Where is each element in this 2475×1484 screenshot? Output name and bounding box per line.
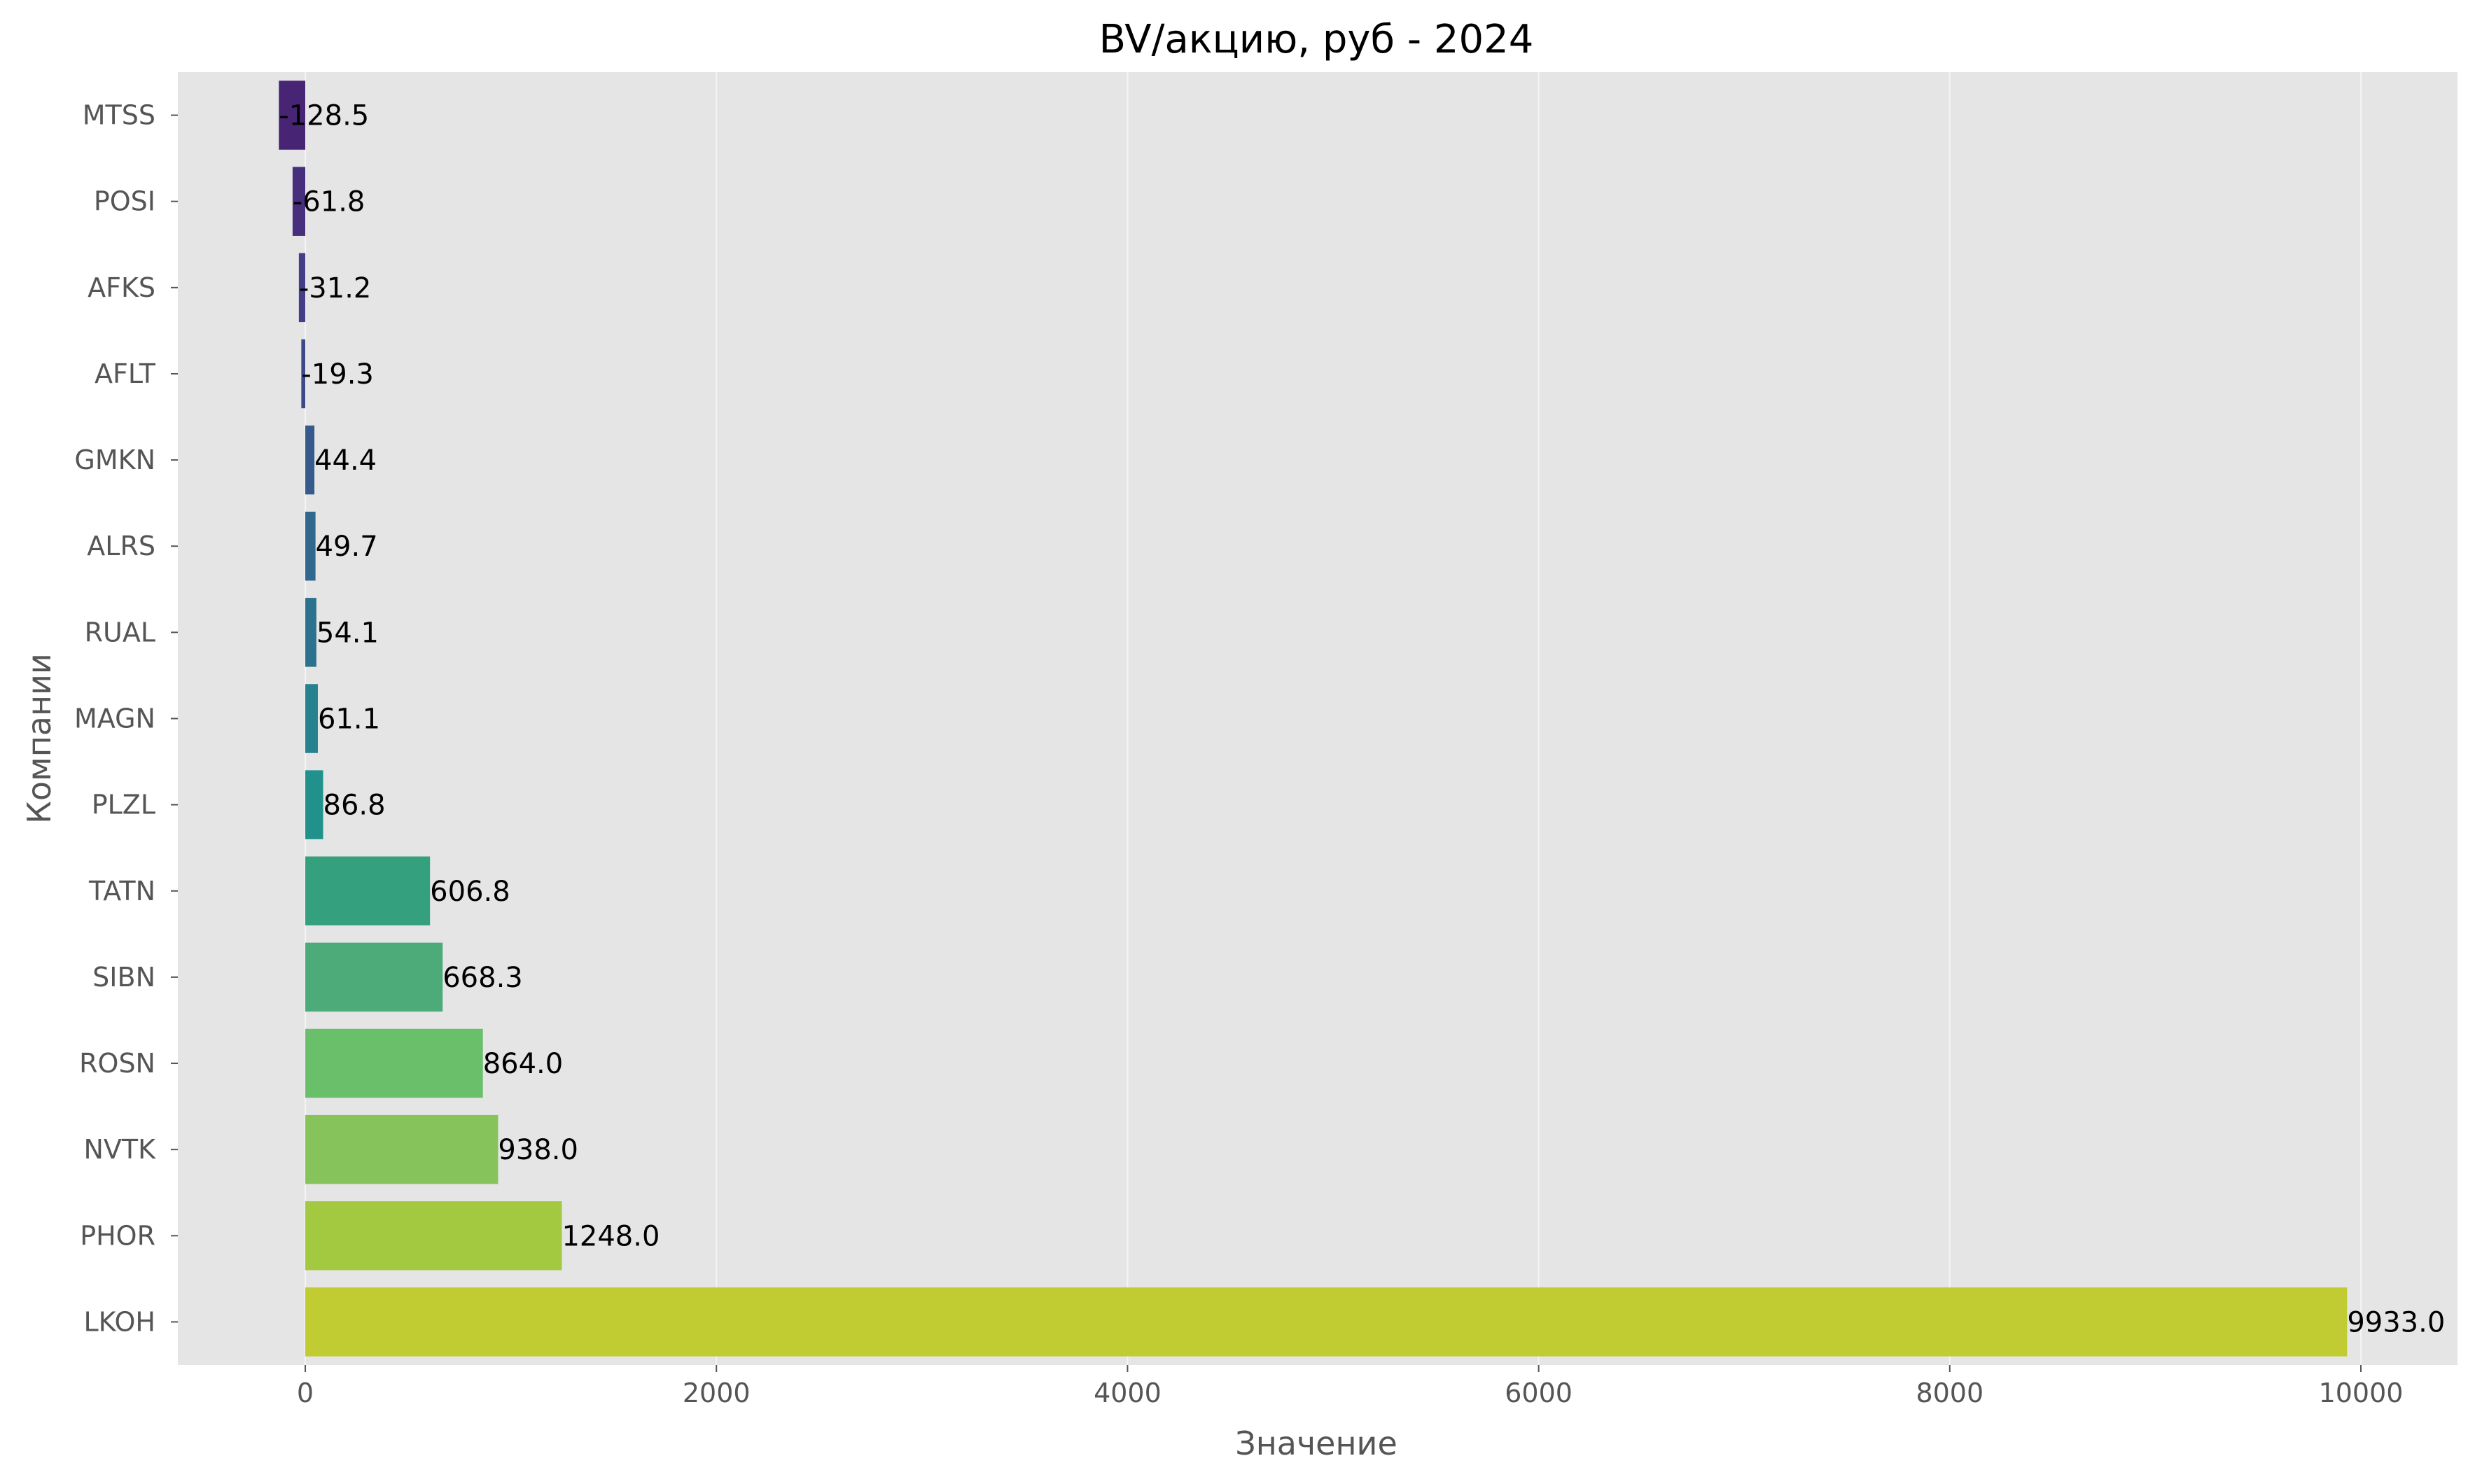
x-tick-label: 10000	[2319, 1378, 2404, 1408]
data-label-lkoh: 9933.0	[2347, 1306, 2445, 1338]
bar-plzl	[305, 770, 323, 839]
x-tick-label: 6000	[1505, 1378, 1573, 1408]
data-label-sibn: 668.3	[442, 962, 523, 994]
y-tick-label: AFKS	[88, 272, 155, 303]
y-axis-ticks: MTSS POSI AFKS AFLT GMKN ALRS RUAL MAGN PLZL TATN…	[74, 100, 178, 1337]
bar-aflt	[301, 339, 306, 409]
x-tick-label: 0	[297, 1378, 314, 1408]
y-tick-label: GMKN	[74, 444, 155, 475]
y-tick-label: PLZL	[92, 790, 155, 820]
data-label-phor: 1248.0	[562, 1220, 660, 1252]
bar-afks	[298, 253, 306, 323]
bar-lkoh	[305, 1287, 2348, 1357]
bar-alrs	[305, 511, 316, 581]
x-axis-ticks: 0 2000 4000 6000 8000 10000	[297, 1365, 2404, 1408]
data-label-tatn: 606.8	[430, 876, 510, 908]
data-label-aflt: -19.3	[301, 358, 374, 391]
y-tick-label: PHOR	[80, 1220, 155, 1251]
data-label-alrs: 49.7	[316, 531, 378, 563]
x-tick-label: 8000	[1916, 1378, 1984, 1408]
bar-posi	[292, 167, 306, 236]
bar-rual	[305, 598, 316, 667]
bar-sibn	[305, 942, 443, 1012]
x-tick-label: 4000	[1094, 1378, 1162, 1408]
bar-tatn	[305, 856, 431, 926]
data-label-magn: 61.1	[318, 704, 380, 736]
x-axis-label: Значение	[1235, 1424, 1397, 1462]
data-label-posi: -61.8	[293, 186, 365, 218]
data-label-rual: 54.1	[316, 617, 379, 649]
bar-magn	[305, 684, 318, 753]
y-tick-label: POSI	[94, 186, 155, 217]
data-label-gmkn: 44.4	[314, 444, 377, 477]
bar-mtss	[279, 80, 306, 150]
data-label-nvtk: 938.0	[498, 1134, 578, 1166]
chart-title: BV/акцию, руб - 2024	[1099, 17, 1534, 62]
bar-rosn	[305, 1028, 483, 1098]
y-tick-label: NVTK	[83, 1134, 156, 1165]
bar-phor	[305, 1201, 562, 1270]
y-tick-label: MAGN	[74, 704, 155, 734]
bar-nvtk	[305, 1114, 499, 1184]
data-label-afks: -31.2	[299, 272, 371, 304]
x-tick-label: 2000	[683, 1378, 751, 1408]
y-tick-label: ALRS	[87, 531, 155, 561]
y-tick-label: MTSS	[83, 100, 155, 131]
y-tick-label: LKOH	[84, 1306, 156, 1337]
y-tick-label: AFLT	[95, 358, 156, 389]
bars: -128.5 -61.8 -31.2 -19.3 44.4 49.7 54.1 61.1 86.…	[279, 80, 2445, 1357]
data-label-plzl: 86.8	[323, 790, 386, 822]
y-tick-label: SIBN	[92, 962, 155, 993]
bar-gmkn	[305, 425, 315, 495]
data-label-rosn: 864.0	[483, 1048, 564, 1080]
y-tick-label: ROSN	[79, 1048, 155, 1079]
data-label-mtss: -128.5	[279, 100, 369, 132]
y-tick-label: RUAL	[85, 617, 155, 648]
y-axis-label: Компании	[20, 653, 58, 824]
plot-area	[178, 72, 2457, 1365]
y-tick-label: TATN	[88, 876, 155, 906]
